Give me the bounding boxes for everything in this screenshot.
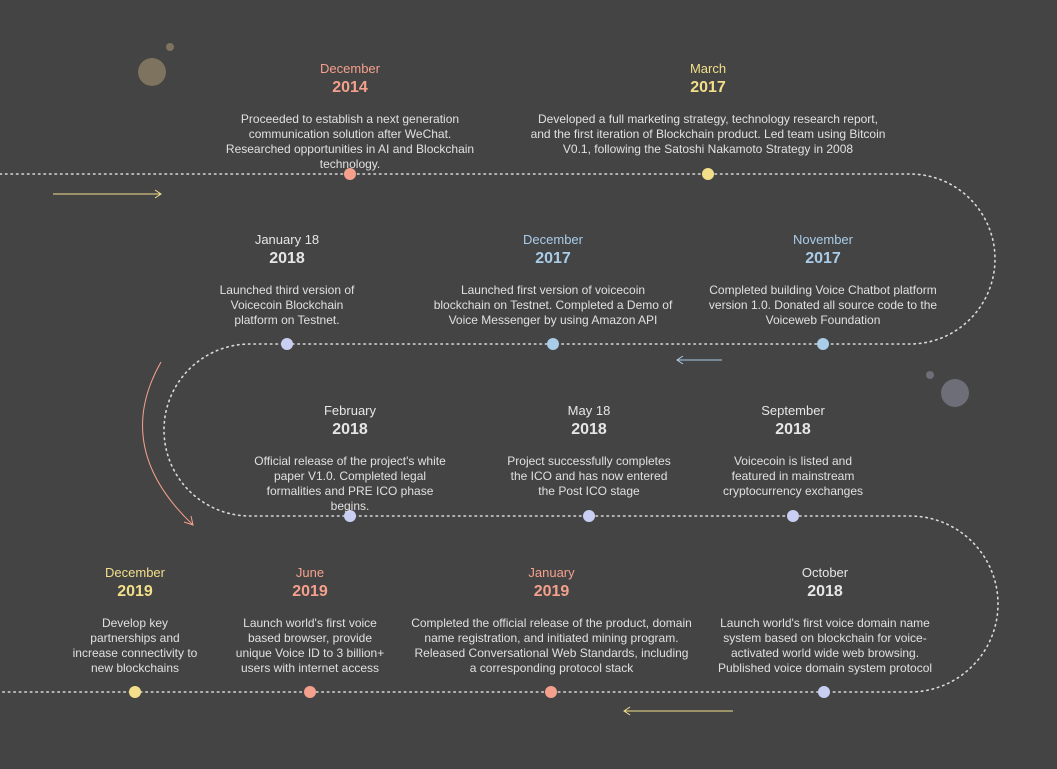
curved-arrow-down-icon bbox=[142, 361, 194, 526]
milestone-month: September bbox=[761, 403, 825, 418]
milestone-year: 2014 bbox=[332, 79, 368, 96]
milestone-description: Launched third version of Voicecoin Bloc… bbox=[219, 283, 355, 327]
milestone-dot bbox=[583, 510, 595, 522]
milestone-description: Project successfully completes the ICO a… bbox=[507, 454, 671, 498]
milestone-description: Official release of the project's white … bbox=[254, 454, 446, 513]
milestone-year: 2018 bbox=[269, 250, 305, 267]
milestone-december-2019: December 2019 Develop key partnerships a… bbox=[68, 565, 202, 676]
milestone-dot bbox=[787, 510, 799, 522]
milestone-dot bbox=[818, 686, 830, 698]
milestone-description: Launch world's first voice domain name s… bbox=[717, 616, 933, 675]
milestone-dot bbox=[817, 338, 829, 350]
arrow-right-icon bbox=[53, 189, 162, 199]
milestone-february-2018: February 2018 Official release of the pr… bbox=[250, 403, 450, 514]
arrow-left-icon bbox=[623, 706, 733, 716]
timeline-path bbox=[0, 173, 999, 693]
milestone-dot bbox=[344, 168, 356, 180]
milestone-month: December bbox=[320, 61, 380, 76]
decor-circle-small-top bbox=[166, 43, 174, 51]
milestone-year: 2017 bbox=[690, 79, 726, 96]
decor-circle-small-right bbox=[926, 371, 934, 379]
milestone-month: June bbox=[295, 565, 325, 580]
milestone-dots bbox=[129, 168, 830, 698]
milestone-month: October bbox=[801, 565, 849, 580]
milestone-january-18-2018: January 18 2018 Launched third version o… bbox=[211, 232, 363, 328]
milestone-month: November bbox=[793, 232, 853, 247]
milestone-dot bbox=[702, 168, 714, 180]
milestone-month: January bbox=[528, 565, 575, 580]
arrow-left-icon bbox=[676, 355, 722, 365]
milestone-description: Completed building Voice Chatbot platfor… bbox=[708, 283, 938, 327]
milestone-month: January 18 bbox=[254, 232, 320, 247]
milestone-year: 2019 bbox=[292, 583, 328, 600]
milestone-june-2019: June 2019 Launch world's first voice bas… bbox=[234, 565, 386, 676]
milestone-march-2017: March 2017 Developed a full marketing st… bbox=[528, 61, 888, 157]
milestone-description: Launch world's first voice based browser… bbox=[235, 616, 385, 675]
milestone-dot bbox=[545, 686, 557, 698]
milestone-year: 2018 bbox=[571, 421, 607, 438]
milestone-month: May 18 bbox=[567, 403, 611, 418]
milestone-november-2017: November 2017 Completed building Voice C… bbox=[708, 232, 938, 328]
milestone-dot bbox=[304, 686, 316, 698]
milestone-october-2018: October 2018 Launch world's first voice … bbox=[712, 565, 938, 676]
milestone-description: Voicecoin is listed and featured in main… bbox=[722, 454, 864, 498]
milestone-year: 2018 bbox=[332, 421, 368, 438]
milestone-year: 2019 bbox=[117, 583, 153, 600]
milestone-description: Developed a full marketing strategy, tec… bbox=[530, 112, 886, 156]
milestone-december-2017: December 2017 Launched first version of … bbox=[433, 232, 673, 328]
decor-circle-large-top bbox=[138, 58, 166, 86]
milestone-dot bbox=[129, 686, 141, 698]
milestone-month: March bbox=[689, 61, 727, 76]
milestone-may-18-2018: May 18 2018 Project successfully complet… bbox=[504, 403, 674, 499]
milestone-dot bbox=[281, 338, 293, 350]
milestone-year: 2019 bbox=[533, 583, 570, 600]
milestone-description: Develop key partnerships and increase co… bbox=[72, 616, 198, 675]
milestone-month: December bbox=[523, 232, 583, 247]
decor-circle-large-right bbox=[941, 379, 969, 407]
milestone-year: 2018 bbox=[775, 421, 811, 438]
milestone-month: February bbox=[323, 403, 377, 418]
milestone-dot bbox=[344, 510, 356, 522]
milestone-description: Launched first version of voicecoin bloc… bbox=[433, 283, 673, 327]
milestone-year: 2017 bbox=[805, 250, 841, 267]
milestone-year: 2018 bbox=[807, 583, 843, 600]
milestone-december-2014: December 2014 Proceeded to establish a n… bbox=[215, 61, 485, 172]
milestone-january-2019: January 2019 Completed the official rele… bbox=[411, 565, 692, 676]
milestone-description: Proceeded to establish a next generation… bbox=[225, 112, 475, 171]
milestone-year: 2017 bbox=[535, 250, 571, 267]
milestone-september-2018: September 2018 Voicecoin is listed and f… bbox=[718, 403, 868, 499]
milestone-description: Completed the official release of the pr… bbox=[411, 616, 692, 675]
milestone-dot bbox=[547, 338, 559, 350]
milestone-month: December bbox=[105, 565, 165, 580]
